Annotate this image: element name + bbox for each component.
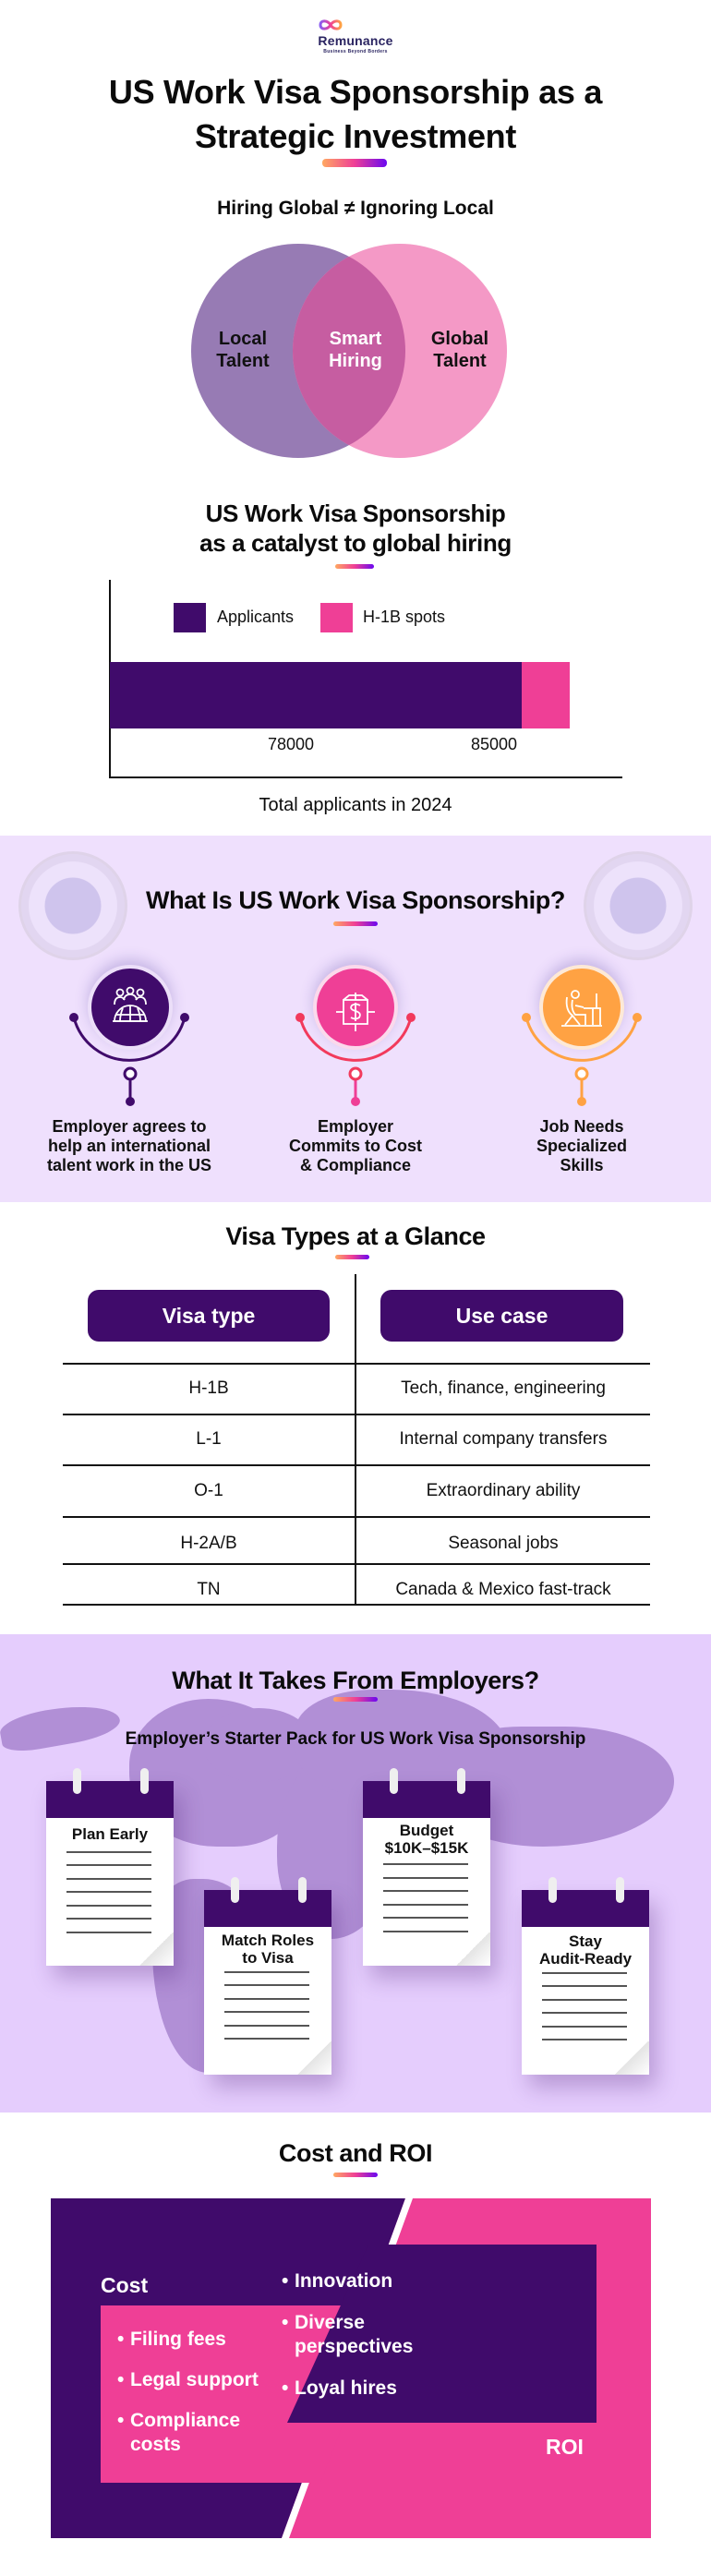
cost-label: Cost (101, 2273, 149, 2297)
visa-table-title: Visa Types at a Glance (225, 1222, 486, 1250)
page-title-line2: Strategic Investment (194, 117, 517, 155)
header-visa-type: Visa type (88, 1290, 330, 1342)
legend-swatch-h1b (320, 603, 353, 632)
tick-label-78000: 78000 (268, 735, 315, 753)
venn-label-smart-hiring: Smart Hiring (329, 329, 382, 371)
page-title: US Work Visa Sponsorship as a Strategic … (0, 70, 711, 159)
employers-title: What It Takes From Employers? (172, 1667, 539, 1694)
venn-label-local: Local Talent (216, 329, 270, 371)
roi-item: • Loyal hires (282, 2377, 397, 2399)
roi-item: • Diverse perspectives (282, 2312, 414, 2357)
note-match-roles: Match Roles to Visa (204, 1877, 331, 2075)
what-is-underline (333, 921, 378, 926)
cost-item: • Legal support (117, 2369, 259, 2390)
dhs-seal-right-icon (584, 851, 693, 960)
employers-subtitle: Employer’s Starter Pack for US Work Visa… (125, 1729, 586, 1749)
cost-roi-underline (333, 2173, 378, 2177)
legend-label-h1b: H-1B spots (363, 608, 446, 626)
bar-h1b-spots (522, 662, 570, 728)
cost-roi-title: Cost and ROI (278, 2139, 433, 2167)
venn-overlap (293, 244, 405, 458)
what-is-title: What Is US Work Visa Sponsorship? (146, 886, 565, 914)
chart-title: US Work Visa Sponsorship as a catalyst t… (199, 500, 512, 557)
roi-item: • Innovation (282, 2270, 393, 2292)
legend-swatch-applicants (174, 603, 206, 632)
step1-connector (69, 1013, 189, 1106)
tick-label-85000: 85000 (471, 735, 518, 753)
infinity-logo-icon (319, 19, 343, 30)
employers-section: What It Takes From Employers? Employer’s… (0, 1634, 711, 2113)
header-use-case: Use case (380, 1290, 623, 1342)
employers-underline (333, 1697, 378, 1702)
cost-item: • Compliance costs (117, 2410, 241, 2455)
dhs-seal-left-icon (18, 851, 127, 960)
venn-heading: Hiring Global ≠ Ignoring Local (217, 198, 494, 219)
note-audit-ready: Stay Audit-Ready (522, 1877, 649, 2075)
brand-tagline: Business Beyond Borders (323, 49, 388, 54)
dollar-cost-icon (336, 993, 375, 1031)
visa-table-underline (335, 1255, 369, 1259)
roi-label: ROI (546, 2435, 584, 2459)
bar-applicants (110, 662, 522, 728)
table-divider (355, 1274, 356, 1604)
venn-label-global: Global Talent (430, 329, 489, 371)
brand-name: Remunance (318, 33, 393, 48)
page-title-line1: US Work Visa Sponsorship as a (108, 73, 603, 111)
chart-title-underline (335, 564, 374, 569)
legend-label-applicants: Applicants (217, 608, 295, 626)
step2-connector (295, 1013, 416, 1106)
specialist-desk-icon (561, 990, 602, 1027)
global-team-icon (113, 986, 148, 1022)
note-plan-early: Plan Early (46, 1768, 174, 1966)
chart-x-label: Total applicants in 2024 (259, 795, 452, 815)
cost-roi-panel: Cost • Filing fees • Legal support • Compli… (51, 2198, 651, 2538)
title-underline (322, 159, 387, 167)
note-budget: Budget $10K–$15K (363, 1768, 490, 1966)
chart-x-axis (109, 776, 622, 778)
cost-item: • Filing fees (117, 2329, 226, 2350)
step3-connector (522, 1013, 642, 1106)
